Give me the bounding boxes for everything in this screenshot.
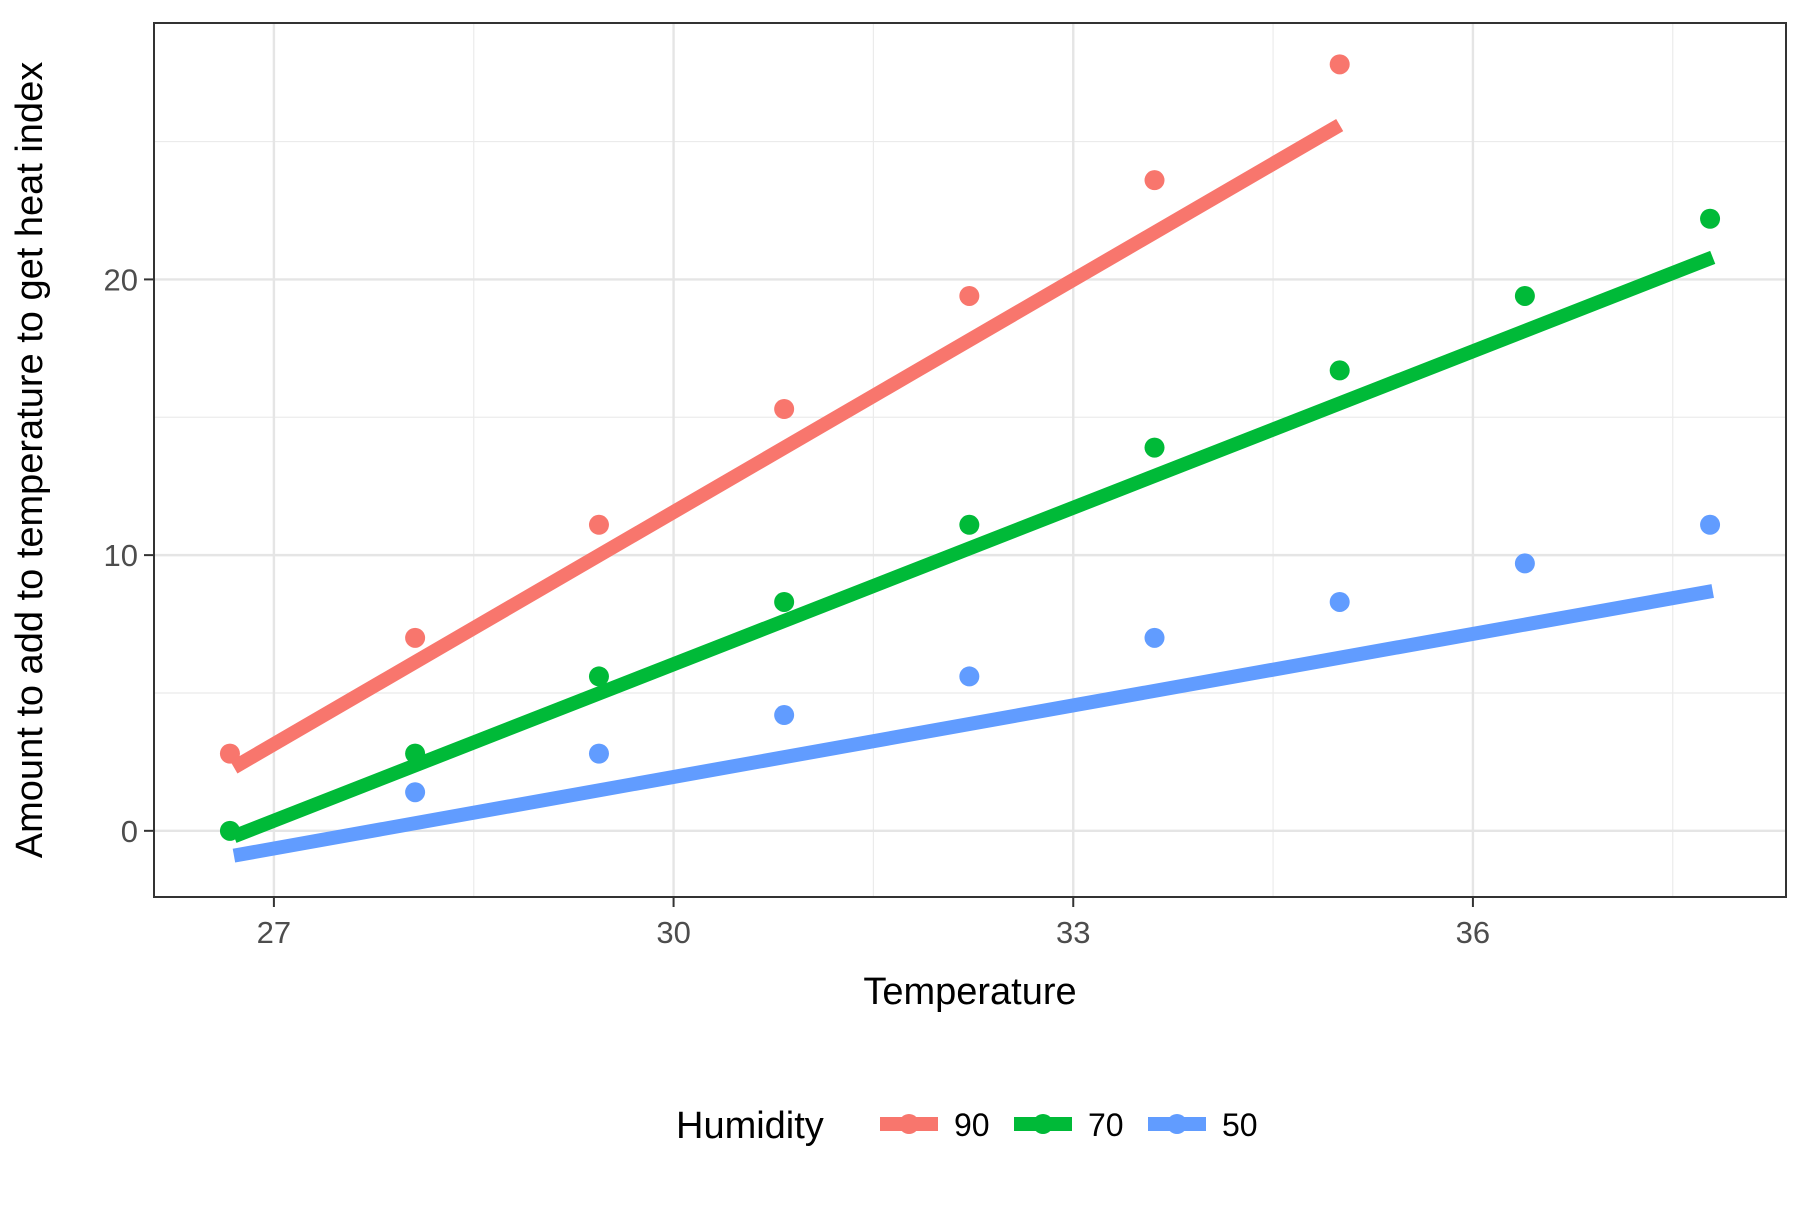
legend-key-point-50	[1167, 1114, 1187, 1134]
y-axis-title: Amount to add to temperature to get heat…	[9, 62, 51, 858]
y-tick-label: 0	[121, 814, 138, 849]
data-point-90	[1329, 54, 1350, 75]
data-point-50	[959, 666, 980, 687]
data-point-90	[405, 627, 426, 648]
legend-label-70: 70	[1088, 1107, 1124, 1143]
data-point-70	[219, 820, 240, 841]
legend-title: Humidity	[676, 1105, 824, 1147]
data-point-50	[774, 705, 795, 726]
data-point-70	[405, 743, 426, 764]
data-point-70	[588, 666, 609, 687]
fit-lines	[230, 118, 1716, 863]
axis-ticks: 27 30 33 36 0 10 20	[104, 262, 1491, 950]
data-point-70	[774, 591, 795, 612]
data-point-70	[1144, 437, 1165, 458]
data-point-90	[219, 743, 240, 764]
data-point-70	[1700, 208, 1721, 229]
data-point-70	[1329, 360, 1350, 381]
data-point-70	[1514, 285, 1535, 306]
legend-label-90: 90	[954, 1107, 990, 1143]
fit-line-70	[231, 250, 1716, 843]
x-tick-label: 30	[656, 915, 690, 950]
data-point-50	[1329, 591, 1350, 612]
data-point-90	[588, 514, 609, 535]
data-point-50	[405, 782, 426, 803]
legend-label-50: 50	[1222, 1107, 1258, 1143]
data-point-90	[774, 398, 795, 419]
x-tick-label: 33	[1056, 915, 1090, 950]
x-tick-label: 27	[257, 915, 291, 950]
data-point-50	[1700, 514, 1721, 535]
x-tick-label: 36	[1456, 915, 1490, 950]
x-axis-title: Temperature	[863, 971, 1076, 1013]
data-point-70	[959, 514, 980, 535]
data-point-90	[959, 285, 980, 306]
fit-line-50	[232, 584, 1714, 863]
legend-key-point-90	[899, 1114, 919, 1134]
fit-line-90	[230, 118, 1344, 774]
legend: Humidity 90 70 50	[676, 1105, 1258, 1147]
data-point-90	[1144, 170, 1165, 191]
data-point-50	[1144, 627, 1165, 648]
data-point-50	[588, 743, 609, 764]
plot-panel-border	[153, 22, 1787, 898]
y-tick-label: 20	[104, 262, 138, 297]
legend-key-point-70	[1033, 1114, 1053, 1134]
data-points	[219, 54, 1721, 841]
y-tick-label: 10	[104, 538, 138, 573]
data-point-50	[1514, 553, 1535, 574]
